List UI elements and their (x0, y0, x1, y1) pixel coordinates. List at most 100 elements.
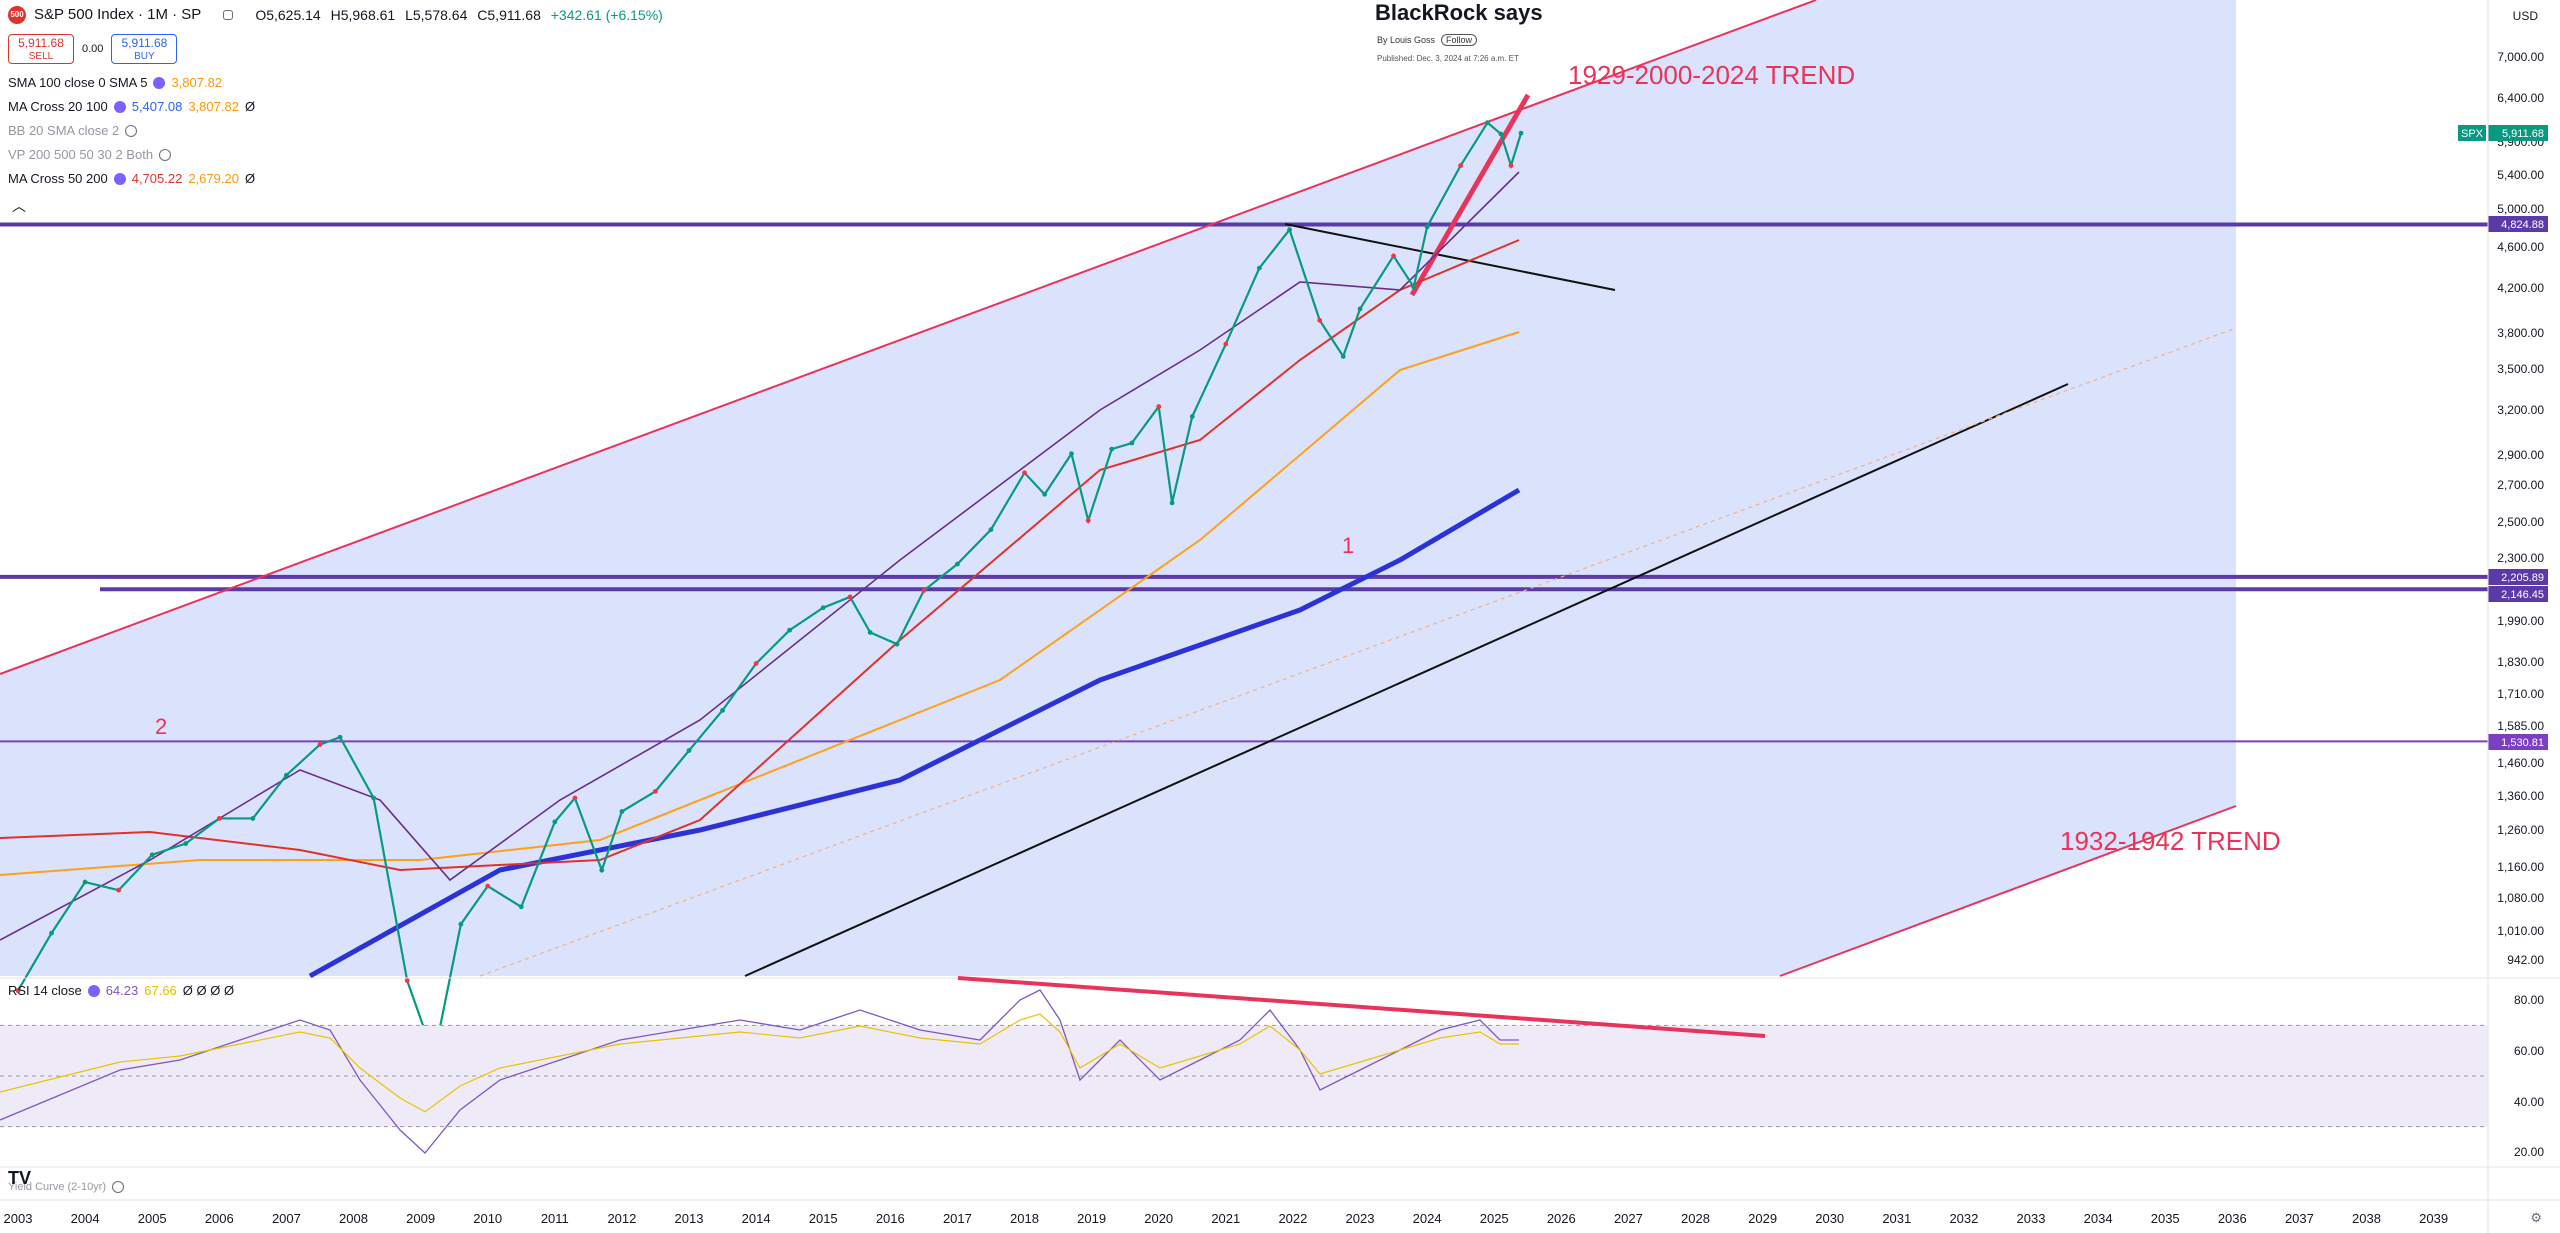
sell-price: 5,911.68 (18, 36, 64, 50)
rsi-ma-value: 67.66 (144, 983, 177, 998)
time-tick-label: 2034 (2084, 1211, 2113, 1226)
price-point (485, 883, 491, 889)
tradingview-logo-icon: TV (8, 1168, 32, 1188)
buy-price: 5,911.68 (121, 36, 168, 50)
note-published: Published: Dec. 3, 2024 at 7:26 a.m. ET (1377, 54, 1519, 63)
sell-label: SELL (28, 51, 54, 62)
price-point (1518, 130, 1524, 136)
time-tick-label: 2032 (1949, 1211, 1978, 1226)
price-tick-label: 1,710.00 (2497, 687, 2544, 701)
price-point (599, 867, 605, 873)
settings-icon[interactable] (87, 985, 100, 997)
time-tick-label: 2011 (541, 1211, 569, 1226)
price-point (250, 816, 256, 821)
price-tag[interactable]: 2,146.45 (2488, 586, 2548, 602)
price-point (458, 921, 464, 927)
price-point (15, 988, 21, 994)
sell-button[interactable]: 5,911.68 SELL (8, 34, 74, 64)
time-tick-label: 2013 (675, 1211, 704, 1226)
price-point (1109, 446, 1115, 452)
price-point (1340, 353, 1346, 359)
price-tag[interactable]: 1,530.81 (2488, 734, 2548, 750)
indicator-bb[interactable]: BB 20 SMA close 2 (8, 122, 138, 140)
price-tick-label: 942.00 (2507, 953, 2544, 967)
buy-button[interactable]: 5,911.68 BUY (111, 34, 178, 64)
price-point (847, 594, 853, 600)
price-tick-label: 5,000.00 (2497, 202, 2544, 216)
price-tag-value: 2,205.89 (2501, 572, 2544, 584)
time-tick-label: 2015 (809, 1211, 838, 1226)
price-tick-label: 1,585.00 (2497, 719, 2544, 733)
price-point (1498, 131, 1504, 137)
indicator-ma-cross-20-100[interactable]: MA Cross 20 100 5,407.08 3,807.82 Ø (8, 98, 255, 116)
time-tick-label: 2005 (138, 1211, 167, 1226)
price-point (404, 978, 410, 983)
price-tag-box (2488, 125, 2548, 141)
trend-upper-label: 1929-2000-2024 TREND (1568, 60, 1856, 90)
time-tick-label: 2030 (1815, 1211, 1844, 1226)
indicator-label: MA Cross 20 100 (8, 99, 108, 114)
price-point (216, 816, 222, 821)
indicator-value: 4,705.22 (131, 171, 183, 186)
price-tick-label: 3,800.00 (2497, 326, 2544, 340)
price-tag[interactable]: 2,205.89 (2488, 569, 2548, 585)
upper-trend-line (0, 0, 1817, 675)
hidden-eye-icon[interactable] (159, 149, 172, 161)
hidden-eye-icon[interactable] (112, 1181, 125, 1193)
time-tick-label: 2033 (2017, 1211, 2046, 1226)
time-tick-label: 2006 (205, 1211, 234, 1226)
currency-label[interactable]: USD (2512, 9, 2538, 23)
price-tag-value: 1,530.81 (2501, 737, 2544, 749)
follow-button[interactable]: Follow (1441, 34, 1478, 46)
indicator-sma100[interactable]: SMA 100 close 0 SMA 5 3,807.82 (8, 74, 222, 92)
time-tick-label: 2008 (339, 1211, 368, 1226)
indicator-ma-cross-50-200[interactable]: MA Cross 50 200 4,705.22 2,679.20 Ø (8, 170, 255, 188)
price-point (371, 795, 377, 801)
chart-settings-gear-icon[interactable]: ⚙ (2530, 1210, 2542, 1225)
rsi-tick-label: 80.00 (2514, 993, 2544, 1007)
indicator-vp[interactable]: VP 200 500 50 30 2 Both (8, 146, 172, 164)
time-tick-label: 2014 (742, 1211, 771, 1226)
collapse-legend-chevron-icon[interactable]: ︿ (12, 198, 26, 214)
price-tick-label: 6,400.00 (2497, 91, 2544, 105)
rsi-legend[interactable]: RSI 14 close 64.23 67.66 Ø Ø Ø Ø (8, 982, 234, 1000)
indicator-label: BB 20 SMA close 2 (8, 123, 120, 138)
time-tick-label: 2037 (2285, 1211, 2314, 1226)
hidden-eye-icon[interactable] (125, 125, 138, 137)
note-byline: By Louis Goss Follow (1377, 34, 1478, 46)
time-tick-label: 2020 (1144, 1211, 1173, 1226)
settings-icon[interactable] (113, 101, 126, 113)
indicator-label: SMA 100 close 0 SMA 5 (8, 75, 148, 90)
price-tick-label: 2,300.00 (2497, 551, 2544, 565)
time-tick-label: 2018 (1010, 1211, 1039, 1226)
time-tick-label: 2026 (1547, 1211, 1576, 1226)
note-title: BlackRock says (1375, 0, 1543, 25)
price-tag[interactable]: 4,824.88 (2488, 216, 2548, 232)
time-tick-label: 2024 (1413, 1211, 1442, 1226)
rsi-extra-values: Ø Ø Ø Ø (182, 983, 235, 998)
price-tick-label: 4,200.00 (2497, 281, 2544, 295)
price-tick-label: 4,600.00 (2497, 240, 2544, 254)
price-point (653, 788, 658, 794)
price-tag[interactable]: SPX 5,911.68 (2458, 125, 2548, 141)
settings-icon[interactable] (113, 173, 126, 185)
price-tag-box (2488, 569, 2548, 585)
price-tick-label: 1,010.00 (2497, 924, 2544, 938)
price-point (1256, 265, 1262, 271)
yield-curve-legend[interactable]: Yield Curve (2-10yr) (8, 1178, 125, 1196)
price-point (317, 742, 323, 747)
rsi-value: 64.23 (105, 983, 139, 998)
spread-value: 0.00 (82, 43, 104, 55)
price-tick-label: 2,700.00 (2497, 478, 2544, 492)
change-value: +342.61 (+6.15%) (550, 7, 663, 23)
price-point (1156, 404, 1162, 410)
settings-icon[interactable] (153, 77, 166, 89)
price-point (1189, 414, 1195, 419)
price-tick-label: 2,500.00 (2497, 515, 2544, 529)
ma-10-line (0, 171, 1520, 941)
support-trend-line (744, 383, 2069, 977)
time-tick-label: 2010 (473, 1211, 502, 1226)
open-value: O5,625.14 (255, 7, 321, 23)
symbol-title[interactable]: S&P 500 Index · 1M · SP (34, 6, 202, 23)
